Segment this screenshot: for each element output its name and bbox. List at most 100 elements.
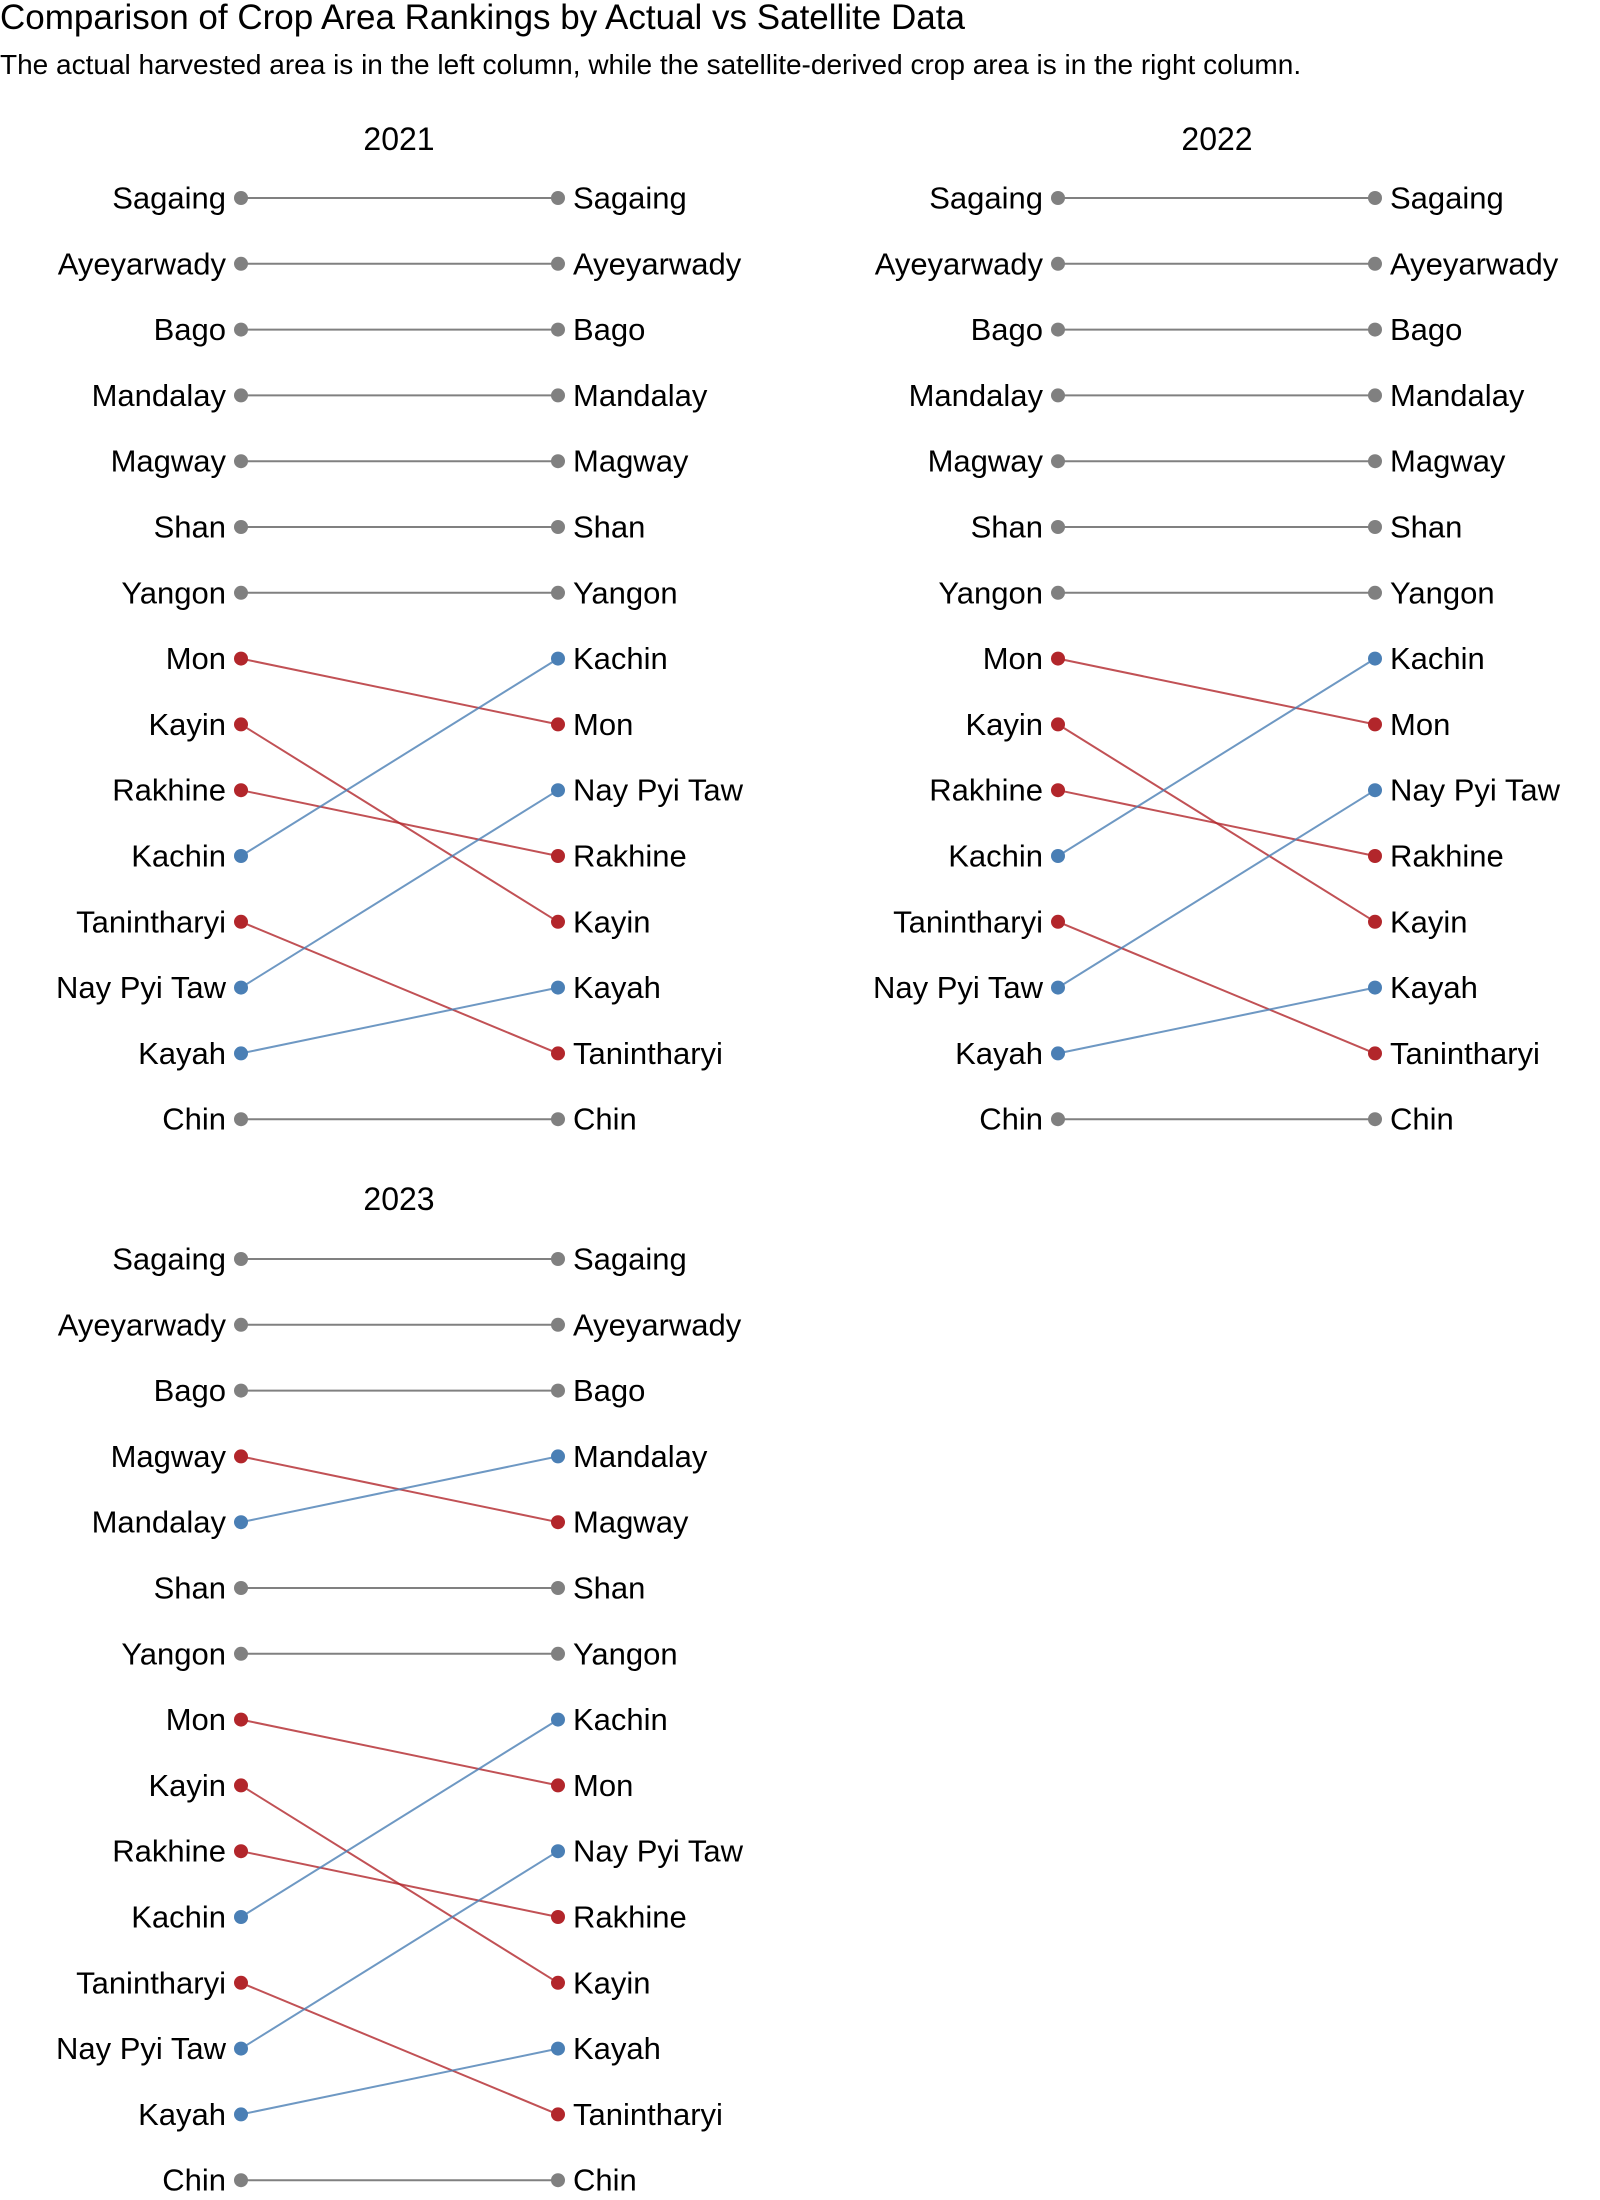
right-point <box>551 1252 565 1266</box>
right-label: Nay Pyi Taw <box>1390 773 1561 808</box>
left-point <box>1051 585 1065 600</box>
left-point <box>234 1581 248 1595</box>
left-label: Mandalay <box>92 378 227 413</box>
left-label: Sagaing <box>112 1242 226 1277</box>
right-point <box>551 717 565 732</box>
right-point <box>551 388 565 403</box>
left-point <box>234 783 248 798</box>
right-label: Magway <box>1390 444 1506 479</box>
left-label: Kayah <box>138 1036 226 1071</box>
slope-line <box>240 1850 559 2050</box>
right-label: Kachin <box>573 641 668 676</box>
left-label: Mon <box>166 1702 226 1737</box>
left-point <box>234 1712 248 1727</box>
left-point <box>1051 849 1065 863</box>
left-label: Shan <box>154 510 226 545</box>
left-point <box>234 849 248 863</box>
left-point <box>234 1910 248 1924</box>
left-point <box>1051 520 1065 534</box>
right-point <box>551 1449 565 1464</box>
left-label: Magway <box>111 444 227 479</box>
left-point <box>234 2041 248 2056</box>
left-point <box>234 585 248 600</box>
left-point <box>234 1383 248 1398</box>
right-point <box>551 849 565 863</box>
right-point <box>551 1975 565 1990</box>
left-point <box>234 980 248 995</box>
right-label: Magway <box>573 444 689 479</box>
right-label: Shan <box>573 1571 645 1606</box>
left-label: Rakhine <box>112 1834 226 1869</box>
right-label: Kayin <box>1390 904 1468 939</box>
right-label: Kayah <box>1390 970 1478 1005</box>
right-label: Nay Pyi Taw <box>573 1834 744 1869</box>
right-point <box>551 1778 565 1793</box>
right-label: Rakhine <box>573 839 687 874</box>
left-point <box>234 1778 248 1793</box>
right-label: Kayah <box>573 970 661 1005</box>
right-label: Nay Pyi Taw <box>573 773 744 808</box>
left-point <box>234 322 248 337</box>
left-label: Kayin <box>148 1768 226 1803</box>
right-point <box>1368 388 1382 403</box>
right-point <box>551 1646 565 1661</box>
left-point <box>234 1112 248 1127</box>
left-label: Ayeyarwady <box>58 246 227 281</box>
right-point <box>1368 520 1382 534</box>
left-label: Magway <box>928 444 1044 479</box>
right-point <box>551 454 565 469</box>
right-point <box>551 2107 565 2122</box>
right-point <box>551 1712 565 1727</box>
left-point <box>1051 1112 1065 1127</box>
slope-line <box>240 2047 559 2116</box>
left-point <box>234 1046 248 1061</box>
slope-line <box>240 1850 559 1918</box>
right-point <box>551 585 565 600</box>
slope-line <box>240 1981 559 2116</box>
right-label: Mon <box>1390 707 1450 742</box>
right-point <box>1368 783 1382 798</box>
right-label: Yangon <box>1390 575 1495 610</box>
right-point <box>1368 256 1382 271</box>
right-point <box>551 256 565 271</box>
right-point <box>551 1317 565 1332</box>
right-point <box>1368 1046 1382 1061</box>
left-point <box>234 717 248 732</box>
left-label: Kachin <box>131 1900 226 1935</box>
slope-line <box>240 789 559 989</box>
left-point <box>1051 322 1065 337</box>
left-point <box>234 388 248 403</box>
right-label: Sagaing <box>573 181 687 216</box>
right-label: Mon <box>573 1768 633 1803</box>
left-label: Nay Pyi Taw <box>873 970 1044 1005</box>
right-point <box>551 651 565 666</box>
right-point <box>1368 191 1382 205</box>
left-point <box>234 1975 248 1990</box>
right-label: Mon <box>573 707 633 742</box>
right-label: Shan <box>573 510 645 545</box>
left-label: Yangon <box>938 575 1043 610</box>
left-label: Shan <box>154 1571 226 1606</box>
left-label: Chin <box>162 2163 226 2198</box>
right-point <box>1368 322 1382 337</box>
left-point <box>1051 717 1065 732</box>
left-label: Sagaing <box>112 181 226 216</box>
right-label: Chin <box>1390 1102 1454 1137</box>
right-point <box>1368 849 1382 863</box>
right-point <box>1368 980 1382 995</box>
left-label: Ayeyarwady <box>58 1307 227 1342</box>
left-point <box>234 1317 248 1332</box>
left-point <box>1051 783 1065 798</box>
left-label: Kayin <box>148 707 226 742</box>
right-point <box>1368 1112 1382 1127</box>
chart-subtitle: The actual harvested area is in the left… <box>0 49 1302 80</box>
left-label: Bago <box>154 1373 226 1408</box>
right-point <box>551 980 565 995</box>
left-point <box>234 256 248 271</box>
right-label: Tanintharyi <box>573 2097 723 2132</box>
left-point <box>234 2173 248 2188</box>
left-point <box>234 914 248 929</box>
right-label: Kachin <box>1390 641 1485 676</box>
right-label: Kayin <box>573 904 651 939</box>
right-point <box>551 1112 565 1127</box>
